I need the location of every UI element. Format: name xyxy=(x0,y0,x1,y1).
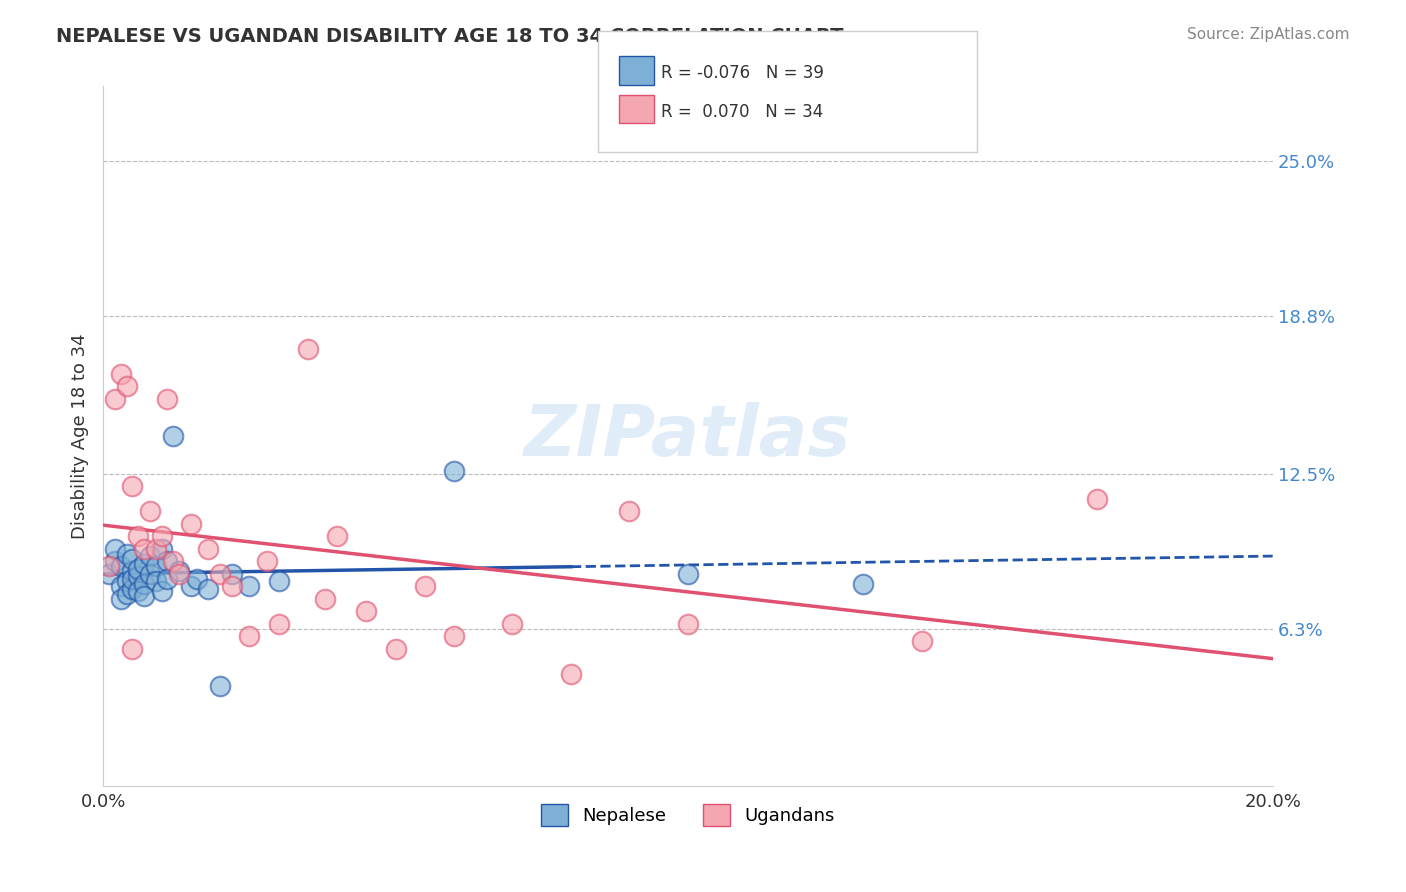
Point xyxy=(209,566,232,581)
Point xyxy=(156,572,179,586)
Point xyxy=(139,549,162,564)
Point xyxy=(256,554,278,568)
Point xyxy=(297,342,319,356)
Point xyxy=(110,591,132,606)
Point xyxy=(127,584,149,599)
Point xyxy=(115,547,138,561)
Point xyxy=(115,379,138,393)
Point xyxy=(127,562,149,576)
Point xyxy=(180,579,202,593)
Point xyxy=(98,566,121,581)
Point xyxy=(413,579,436,593)
Point xyxy=(150,541,173,556)
Y-axis label: Disability Age 18 to 34: Disability Age 18 to 34 xyxy=(72,334,89,540)
Point xyxy=(132,577,155,591)
Point xyxy=(238,630,260,644)
Point xyxy=(221,566,243,581)
Point xyxy=(132,590,155,604)
Point xyxy=(162,554,184,568)
Point xyxy=(139,504,162,518)
Point xyxy=(121,552,143,566)
Point xyxy=(145,541,167,556)
Point xyxy=(121,582,143,596)
Text: ZIPatlas: ZIPatlas xyxy=(524,402,852,471)
Point xyxy=(180,516,202,531)
Point xyxy=(150,584,173,599)
Point xyxy=(852,577,875,591)
Point xyxy=(443,630,465,644)
Point xyxy=(221,579,243,593)
Point xyxy=(110,559,132,574)
Legend: Nepalese, Ugandans: Nepalese, Ugandans xyxy=(534,797,842,833)
Text: R = -0.076   N = 39: R = -0.076 N = 39 xyxy=(661,64,824,82)
Point xyxy=(104,554,127,568)
Point xyxy=(209,680,232,694)
Point xyxy=(115,587,138,601)
Point xyxy=(314,591,336,606)
Point xyxy=(145,574,167,589)
Point xyxy=(186,572,208,586)
Point xyxy=(619,504,641,518)
Point xyxy=(104,392,127,406)
Text: NEPALESE VS UGANDAN DISABILITY AGE 18 TO 34 CORRELATION CHART: NEPALESE VS UGANDAN DISABILITY AGE 18 TO… xyxy=(56,27,844,45)
Point xyxy=(127,569,149,583)
Point xyxy=(197,582,219,596)
Point xyxy=(676,566,699,581)
Point xyxy=(356,604,378,618)
Point xyxy=(139,566,162,581)
Point xyxy=(267,616,290,631)
Point xyxy=(911,634,934,648)
Point xyxy=(443,465,465,479)
Point xyxy=(384,642,406,657)
Point xyxy=(1085,491,1108,506)
Point xyxy=(150,529,173,543)
Point xyxy=(98,559,121,574)
Point xyxy=(121,642,143,657)
Text: R =  0.070   N = 34: R = 0.070 N = 34 xyxy=(661,103,823,120)
Text: Source: ZipAtlas.com: Source: ZipAtlas.com xyxy=(1187,27,1350,42)
Point xyxy=(676,616,699,631)
Point xyxy=(115,574,138,589)
Point xyxy=(162,429,184,443)
Point xyxy=(267,574,290,589)
Point xyxy=(560,667,582,681)
Point xyxy=(156,392,179,406)
Point xyxy=(132,557,155,571)
Point xyxy=(197,541,219,556)
Point xyxy=(104,541,127,556)
Point xyxy=(167,565,190,579)
Point xyxy=(121,572,143,586)
Point xyxy=(156,554,179,568)
Point xyxy=(132,541,155,556)
Point xyxy=(501,616,523,631)
Point xyxy=(121,565,143,579)
Point xyxy=(110,579,132,593)
Point xyxy=(326,529,349,543)
Point xyxy=(167,566,190,581)
Point xyxy=(110,367,132,381)
Point xyxy=(238,579,260,593)
Point xyxy=(121,479,143,493)
Point xyxy=(145,559,167,574)
Point xyxy=(127,529,149,543)
